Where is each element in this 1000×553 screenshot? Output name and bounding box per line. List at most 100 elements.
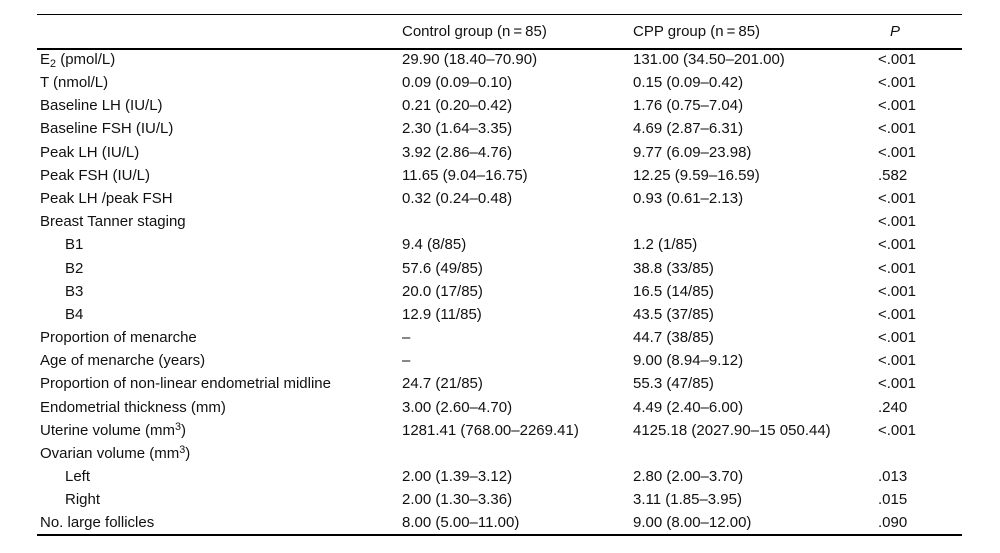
- row-label-cell: Baseline FSH (IU/L): [40, 120, 174, 138]
- cpp-value-cell: 2.80 (2.00–3.70): [633, 468, 744, 486]
- p-value-cell: [878, 443, 962, 466]
- control-value-cell: 12.9 (11/85): [402, 305, 482, 323]
- table-row: Baseline LH (IU/L) 0.21 (0.20–0.42) 1.76 (…: [37, 95, 962, 118]
- table-row: Baseline FSH (IU/L) 2.30 (1.64–3.35) 4.69 …: [37, 118, 962, 141]
- control-value-cell: 2.30 (1.64–3.35): [402, 120, 513, 138]
- cpp-value-cell: 3.11 (1.85–3.95): [633, 491, 742, 509]
- cpp-value-cell: 12.25 (9.59–16.59): [633, 166, 760, 184]
- cpp-value-cell: 9.00 (8.00–12.00): [633, 514, 752, 532]
- column-header-cpp: CPP group (n = 85): [633, 14, 878, 50]
- cpp-value-cell: 1.2 (1/85): [633, 236, 698, 254]
- p-value-cell: <.001: [878, 236, 916, 254]
- control-value-cell: 3.92 (2.86–4.76): [402, 143, 513, 161]
- control-value-cell: 29.90 (18.40–70.90): [402, 51, 538, 69]
- cpp-value-cell: [633, 443, 878, 466]
- row-label-cell: Age of menarche (years): [40, 352, 206, 370]
- table-row: E2 (pmol/L) 29.90 (18.40–70.90) 131.00 (34…: [37, 49, 962, 72]
- table-header-row: Control group (n = 85) CPP group (n = 85)…: [37, 14, 962, 50]
- row-label-cell: Uterine volume (mm3): [40, 420, 187, 439]
- p-value-cell: .582: [878, 166, 908, 184]
- p-value-cell: <.001: [878, 189, 916, 207]
- table-body: E2 (pmol/L) 29.90 (18.40–70.90) 131.00 (34…: [37, 49, 962, 536]
- p-value-cell: .015: [878, 491, 908, 509]
- p-value-cell: <.001: [878, 282, 916, 300]
- p-value-cell: .240: [878, 398, 908, 416]
- results-table: Control group (n = 85) CPP group (n = 85)…: [37, 14, 962, 537]
- cpp-value-cell: 9.77 (6.09–23.98): [633, 143, 752, 161]
- control-value-cell: 57.6 (49/85): [402, 259, 483, 277]
- control-value-cell: 2.00 (1.30–3.36): [402, 491, 513, 509]
- row-label-cell: Breast Tanner staging: [40, 213, 186, 231]
- p-value-cell: <.001: [878, 352, 916, 370]
- column-header-label: [37, 14, 402, 50]
- cpp-value-cell: 16.5 (14/85): [633, 282, 714, 300]
- row-label-cell: Peak LH /peak FSH: [40, 189, 173, 207]
- row-label-cell: Right: [65, 491, 101, 509]
- cpp-value-cell: 38.8 (33/85): [633, 259, 714, 277]
- table-row: Ovarian volume (mm3): [37, 443, 962, 466]
- table-row: Age of menarche (years) – 9.00 (8.94–9.12)…: [37, 350, 962, 373]
- p-value-cell: <.001: [878, 375, 916, 393]
- cpp-value-cell: 0.93 (0.61–2.13): [633, 189, 744, 207]
- control-value-cell: 2.00 (1.39–3.12): [402, 468, 513, 486]
- control-value-cell: 3.00 (2.60–4.70): [402, 398, 513, 416]
- table-row: Breast Tanner staging <.001: [37, 211, 962, 234]
- control-value-cell: 20.0 (17/85): [402, 282, 483, 300]
- control-value-cell: –: [402, 329, 411, 347]
- cpp-value-cell: 4.69 (2.87–6.31): [633, 120, 744, 138]
- table-row: Peak LH (IU/L) 3.92 (2.86–4.76) 9.77 (6.09…: [37, 141, 962, 164]
- table-row: B1 9.4 (8/85) 1.2 (1/85) <.001: [37, 234, 962, 257]
- row-label-cell: Endometrial thickness (mm): [40, 398, 226, 416]
- control-value-cell: 11.65 (9.04–16.75): [402, 166, 528, 184]
- cpp-value-cell: 1.76 (0.75–7.04): [633, 97, 744, 115]
- p-value-cell: <.001: [878, 143, 916, 161]
- row-label-cell: B1: [65, 236, 84, 254]
- control-value-cell: 8.00 (5.00–11.00): [402, 514, 520, 532]
- table-row: T (nmol/L) 0.09 (0.09–0.10) 0.15 (0.09–0.4…: [37, 72, 962, 95]
- table-row: Right 2.00 (1.30–3.36) 3.11 (1.85–3.95) .01…: [37, 489, 962, 512]
- column-header-p: P: [878, 14, 962, 50]
- table-row: No. large follicles 8.00 (5.00–11.00) 9.00…: [37, 512, 962, 535]
- row-label-cell: No. large follicles: [40, 514, 155, 532]
- control-value-cell: 0.09 (0.09–0.10): [402, 74, 513, 92]
- p-value-cell: .013: [878, 468, 908, 486]
- cpp-value-cell: [633, 211, 878, 234]
- control-value-cell: 9.4 (8/85): [402, 236, 467, 254]
- p-value-cell: <.001: [878, 213, 916, 231]
- p-value-cell: <.001: [878, 120, 916, 138]
- control-value-cell: 0.32 (0.24–0.48): [402, 189, 513, 207]
- row-label-cell: Baseline LH (IU/L): [40, 97, 163, 115]
- cpp-value-cell: 131.00 (34.50–201.00): [633, 51, 785, 69]
- p-value-cell: <.001: [878, 329, 916, 347]
- table-row: Uterine volume (mm3) 1281.41 (768.00–2269…: [37, 420, 962, 443]
- row-label-cell: B3: [65, 282, 84, 300]
- table-row: Peak FSH (IU/L) 11.65 (9.04–16.75) 12.25 (…: [37, 164, 962, 187]
- control-value-cell: 1281.41 (768.00–2269.41): [402, 421, 579, 439]
- table-header: Control group (n = 85) CPP group (n = 85)…: [37, 14, 962, 50]
- table-row: Endometrial thickness (mm) 3.00 (2.60–4.7…: [37, 396, 962, 419]
- row-label-cell: E2 (pmol/L): [40, 51, 116, 71]
- row-label-cell: Proportion of menarche: [40, 329, 197, 347]
- control-value-cell: [402, 211, 633, 234]
- row-label-cell: B4: [65, 305, 84, 323]
- row-label-cell: Proportion of non-linear endometrial mid…: [40, 375, 331, 393]
- cpp-value-cell: 9.00 (8.94–9.12): [633, 352, 744, 370]
- row-label-cell: Peak LH (IU/L): [40, 143, 140, 161]
- table-row: Peak LH /peak FSH 0.32 (0.24–0.48) 0.93 (0…: [37, 188, 962, 211]
- p-value-cell: <.001: [878, 259, 916, 277]
- row-label-cell: Ovarian volume (mm3): [40, 444, 191, 463]
- table-row: Proportion of menarche – 44.7 (38/85) <.001: [37, 327, 962, 350]
- cpp-value-cell: 4.49 (2.40–6.00): [633, 398, 744, 416]
- row-label-cell: Left: [65, 468, 91, 486]
- cpp-value-cell: 0.15 (0.09–0.42): [633, 74, 744, 92]
- control-value-cell: 0.21 (0.20–0.42): [402, 97, 513, 115]
- control-value-cell: [402, 443, 633, 466]
- row-label-cell: Peak FSH (IU/L): [40, 166, 151, 184]
- p-value-cell: <.001: [878, 51, 916, 69]
- p-value-cell: .090: [878, 514, 908, 532]
- p-value-cell: <.001: [878, 97, 916, 115]
- table-row: Left 2.00 (1.39–3.12) 2.80 (2.00–3.70) .013: [37, 466, 962, 489]
- p-value-cell: <.001: [878, 305, 916, 323]
- row-label-cell: B2: [65, 259, 84, 277]
